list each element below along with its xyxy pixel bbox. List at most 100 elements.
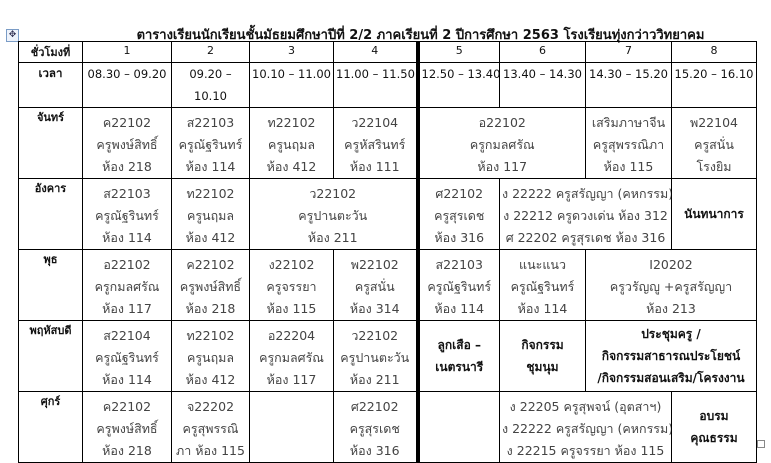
class-cell: ส22103 ครูณัฐรินทร์ ห้อง 114	[171, 107, 250, 179]
class-cell: ว22102 ครูปานตะวัน ห้อง 211	[249, 178, 418, 250]
cell-line: ง 22215 ครูจรรยา ห้อง 115	[506, 443, 665, 458]
time-slot: 15.20 – 16.10	[671, 62, 757, 108]
cell-line: ง 22222 ครูสรัญญา (คหกรรม)	[502, 186, 672, 201]
class-cell: ประชุมครู / กิจกรรมสาธารณประโยชน์ /กิจกรรม…	[585, 320, 757, 392]
cell-line: ครูสนั่น	[694, 137, 734, 152]
day-row: พุธ อ22102 ครูกมลศรัณ ห้อง 117 ค22102 ครูพงษ์…	[18, 249, 757, 321]
cell-line: ห้อง 211	[349, 372, 400, 387]
class-cell: ง22102 ครูจรรยาห้อง 115	[249, 249, 334, 321]
cell-line: ครูจรรยา	[266, 279, 317, 294]
cell-line: ว22104	[351, 115, 399, 130]
table-move-handle-icon[interactable]: ✥	[6, 29, 19, 42]
cell-line: ห้อง 114	[102, 372, 152, 387]
cell-line: ห้อง 115	[266, 301, 317, 316]
period-label: ชั่วโมงที่	[18, 41, 83, 63]
cell-line: ห้อง 316	[434, 230, 485, 245]
cell-line: ห้อง 117	[477, 159, 528, 174]
cell-line: ครูณัฐรินทร์	[95, 208, 159, 223]
cell-line: ครูณัฐรินทร์	[95, 350, 159, 365]
cell-line: ห้อง 114	[434, 301, 485, 316]
cell-line: อบรม	[699, 409, 729, 423]
time-text: 13.40 – 14.30	[503, 67, 582, 81]
day-row: ศุกร์ ค22102 ครูพงษ์สิทธิ์ ห้อง 218 จ22202 คร…	[18, 391, 757, 463]
cell-line: ห้อง 114	[185, 159, 236, 174]
cell-line: ห้อง 218	[102, 443, 152, 458]
day-row: พฤหัสบดี ส22104 ครูณัฐรินทร์ ห้อง 114 ท22102…	[18, 320, 757, 392]
cell-line: ครูนฤมล	[267, 137, 316, 152]
period-header: 2	[171, 41, 250, 63]
class-cell: ค22102 ครูพงษ์สิทธิ์ ห้อง 218	[82, 391, 172, 463]
time-text: 10.10 – 11.00	[252, 67, 331, 81]
day-row: จันทร์ ค22102 ครูพงษ์สิทธิ์ ห้อง 218 ส22103 ค…	[18, 107, 757, 179]
cell-line: ครูนฤมล	[186, 208, 235, 223]
class-cell: ว22102 ครูปานตะวันห้อง 211	[333, 320, 418, 392]
cell-line: ลูกเสือ –	[437, 338, 481, 352]
table-end-marker	[757, 440, 765, 448]
empty-cell	[415, 391, 500, 463]
cell-line: ง 22222 ครูสรัญญา (คหกรรม)	[502, 421, 672, 436]
time-row: เวลา 08.30 – 09.20 09.20 – 10.10 10.10 – 11…	[18, 62, 757, 108]
cell-line: ท22102	[186, 186, 235, 201]
cell-line: ท22102	[267, 115, 316, 130]
cell-line: ครูพงษ์สิทธิ์	[179, 279, 242, 294]
cell-line: ภา ห้อง 115	[176, 443, 245, 458]
cell-line: ครูสุรเดช	[434, 208, 485, 223]
class-cell: อ22102 ครูกมลศรัณ ห้อง 117	[82, 249, 172, 321]
cell-line: โรงยิม	[696, 159, 732, 174]
cell-line: ครูสุรเดช	[349, 421, 400, 436]
cell-line: ครูสุพรรณิ	[182, 421, 239, 436]
class-cell: I20202 ครูวรัญญู +ครูสรัญญา ห้อง 213	[585, 249, 757, 321]
cell-line: ห้อง 114	[517, 301, 568, 316]
day-row: อังคาร ส22103 ครูณัฐรินทร์ ห้อง 114 ท22102 คร…	[18, 178, 757, 250]
cell-line: ส22103	[435, 257, 483, 272]
cell-line: ครูพงษ์สิทธิ์	[96, 137, 158, 152]
cell-line: ค22102	[102, 399, 152, 414]
cell-line: ห้อง 117	[266, 372, 317, 387]
cell-line: ครูณัฐรินทร์	[510, 279, 575, 294]
cell-line: ครูวรัญญู +ครูสรัญญา	[609, 279, 733, 294]
day-label: พุธ	[18, 249, 83, 321]
cell-line: ส22103	[186, 115, 235, 130]
time-text: 08.30 – 09.20	[87, 67, 167, 81]
class-cell: อ22102 ครูกมลศรัณ ห้อง 117	[415, 107, 586, 179]
cell-line: ครูหัสรินทร์	[344, 137, 406, 152]
day-label: พฤหัสบดี	[18, 320, 83, 392]
time-slot: 12.50 – 13.40	[415, 62, 500, 108]
class-cell: ส22103 ครูณัฐรินทร์ ห้อง 114	[415, 249, 500, 321]
class-cell: ค22102 ครูพงษ์สิทธิ์ห้อง 218	[82, 107, 172, 179]
cell-line: ห้อง 218	[102, 159, 152, 174]
class-cell: ท22102 ครูนฤมล ห้อง 412	[171, 178, 250, 250]
cell-line: ห้อง 316	[349, 443, 400, 458]
period-header: 6	[499, 41, 586, 63]
time-slot: 09.20 – 10.10	[171, 62, 250, 108]
cell-line: ง22102	[268, 257, 315, 272]
cell-line: ครูกมลศรัณ	[259, 350, 324, 365]
cell-line: อ22102	[103, 257, 151, 272]
time-slot: 13.40 – 14.30	[499, 62, 586, 108]
cell-line: ห้อง 211	[307, 230, 358, 245]
cell-line: ห้อง 412	[185, 372, 236, 387]
cell-line: เนตรนารี	[435, 360, 484, 374]
time-label: เวลา	[18, 62, 83, 108]
period-header: 4	[333, 41, 418, 63]
class-cell: อบรม คุณธรรม	[671, 391, 757, 463]
cell-line: ว22102	[351, 328, 399, 343]
class-cell: อ22204 ครูกมลศรัณห้อง 117	[249, 320, 334, 392]
class-cell: ส22103 ครูณัฐรินทร์ ห้อง 114	[82, 178, 172, 250]
time-slot: 14.30 – 15.20	[585, 62, 672, 108]
page-title: ตารางเรียนนักเรียนชั้นมัธยมศึกษาปีที่ 2/…	[136, 28, 705, 43]
class-cell: พ22104 ครูสนั่น โรงยิม	[671, 107, 757, 179]
class-cell: ท22102 ครูนฤมล ห้อง 412	[249, 107, 334, 179]
cell-line: ครูปานตะวัน	[340, 350, 410, 365]
class-cell: ง 22222 ครูสรัญญา (คหกรรม) ง 22212 ครูดวง…	[499, 178, 672, 250]
day-label: จันทร์	[18, 107, 83, 179]
class-cell: ลูกเสือ – เนตรนารี	[415, 320, 500, 392]
cell-line: กิจกรรม	[521, 338, 564, 352]
time-text: 10.10	[194, 89, 227, 103]
cell-line: ค22102	[102, 115, 152, 130]
cell-line: อ22204	[267, 328, 316, 343]
class-cell: ค22102 ครูพงษ์สิทธิ์ ห้อง 218	[171, 249, 250, 321]
cell-line: ห้อง 117	[102, 301, 152, 316]
period-header: 1	[82, 41, 172, 63]
